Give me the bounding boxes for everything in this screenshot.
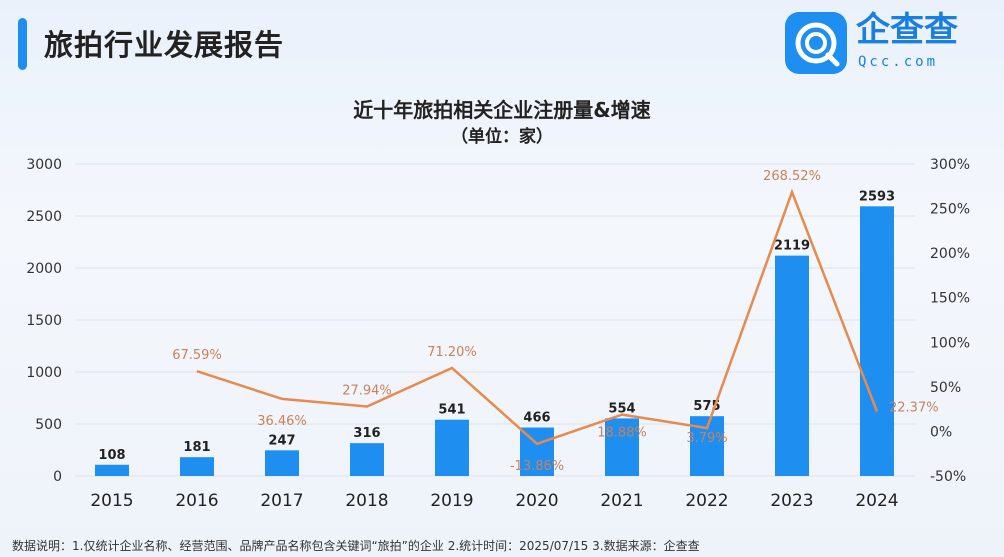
left-tick-label: 500 — [35, 417, 62, 433]
logo-domain: Qcc.com — [858, 54, 939, 70]
growth-label: 27.94% — [342, 384, 392, 399]
growth-label: 268.52% — [763, 169, 821, 184]
bar — [435, 419, 469, 476]
bar — [775, 255, 809, 476]
bar-value-label: 247 — [268, 433, 295, 448]
growth-label: 22.37% — [889, 400, 939, 415]
footer-note: 数据说明：1.仅统计企业名称、经营范围、品牌产品名称包含关键词“旅拍”的企业 2… — [12, 539, 700, 553]
left-tick-label: 2500 — [26, 209, 62, 225]
x-tick-label: 2017 — [260, 491, 303, 511]
bar-value-label: 108 — [98, 448, 125, 463]
bar — [95, 464, 129, 476]
right-tick-label: -50% — [930, 469, 966, 485]
right-tick-label: 200% — [930, 246, 970, 262]
bar-value-label: 2593 — [859, 189, 895, 204]
bar — [605, 418, 639, 476]
right-tick-label: 250% — [930, 202, 970, 218]
x-tick-label: 2022 — [685, 491, 728, 511]
left-tick-label: 3000 — [26, 157, 62, 173]
left-tick-label: 1500 — [26, 313, 62, 329]
x-tick-label: 2020 — [515, 491, 558, 511]
growth-label: 18.88% — [597, 426, 647, 441]
growth-label: -13.86% — [510, 459, 564, 474]
x-tick-label: 2016 — [175, 491, 218, 511]
qcc-logo-icon — [785, 12, 847, 74]
x-tick-label: 2021 — [600, 491, 643, 511]
chart-title: 近十年旅拍相关企业注册量&增速 — [353, 98, 651, 122]
bar — [860, 206, 894, 476]
bar-value-label: 554 — [608, 401, 635, 416]
right-tick-label: 0% — [930, 424, 952, 440]
bar-value-label: 466 — [523, 411, 550, 426]
x-tick-label: 2023 — [770, 491, 813, 511]
bar-value-label: 181 — [183, 440, 210, 455]
x-tick-label: 2015 — [90, 491, 133, 511]
left-tick-label: 2000 — [26, 261, 62, 277]
header-accent-bar — [18, 18, 27, 70]
bar — [350, 443, 384, 476]
logo-name: 企查查 — [856, 10, 958, 50]
right-tick-label: 50% — [930, 380, 961, 396]
bar — [520, 427, 554, 476]
left-tick-label: 0 — [53, 469, 62, 485]
right-tick-label: 100% — [930, 335, 970, 351]
chart-subtitle: （单位：家） — [451, 127, 553, 147]
bar-value-label: 2119 — [774, 239, 810, 254]
growth-label: 3.79% — [686, 431, 727, 446]
x-tick-label: 2019 — [430, 491, 473, 511]
report-title: 旅拍行业发展报告 — [44, 28, 285, 62]
growth-label: 71.20% — [427, 345, 477, 360]
bar — [265, 450, 299, 476]
left-tick-label: 1000 — [26, 365, 62, 381]
bar — [180, 457, 214, 476]
right-tick-label: 150% — [930, 291, 970, 307]
right-tick-label: 300% — [930, 157, 970, 173]
x-tick-label: 2018 — [345, 491, 388, 511]
growth-label: 36.46% — [257, 414, 307, 429]
x-tick-label: 2024 — [855, 491, 898, 511]
growth-label: 67.59% — [172, 348, 222, 363]
bar-value-label: 316 — [353, 426, 380, 441]
bar-value-label: 541 — [438, 403, 465, 418]
